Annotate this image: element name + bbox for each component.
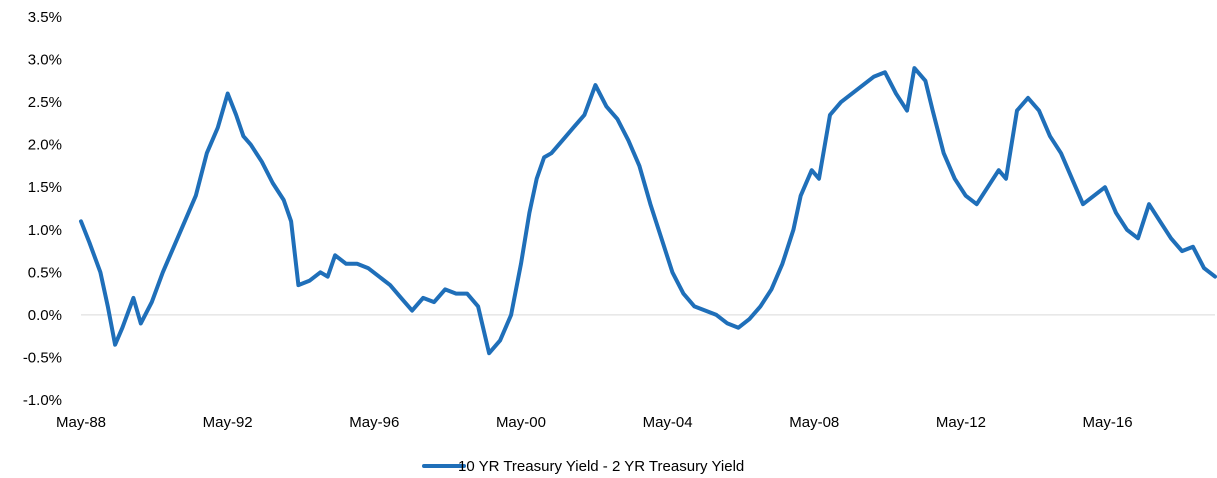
y-tick-label: 0.0% [28,307,62,324]
x-tick-label: May-04 [643,414,693,431]
x-tick-label: May-00 [496,414,546,431]
x-tick-label: May-08 [789,414,839,431]
x-tick-label: May-12 [936,414,986,431]
y-tick-label: -1.0% [23,392,62,409]
legend: 10 YR Treasury Yield - 2 YR Treasury Yie… [422,458,744,475]
x-tick-label: May-92 [203,414,253,431]
y-tick-label: 2.5% [28,94,62,111]
y-tick-label: 3.5% [28,9,62,26]
y-tick-label: -0.5% [23,349,62,366]
x-tick-label: May-88 [56,414,106,431]
y-tick-label: 1.0% [28,222,62,239]
legend-label: 10 YR Treasury Yield - 2 YR Treasury Yie… [458,458,744,475]
x-axis-tick-labels: May-88 May-92 May-96 May-00 May-04 May-08 May-… [56,414,1133,431]
series-line-spread [79,66,1217,356]
y-tick-label: 2.0% [28,137,62,154]
y-tick-label: 1.5% [28,179,62,196]
x-tick-label: May-16 [1083,414,1133,431]
y-tick-label: 3.0% [28,52,62,69]
y-tick-label: 0.5% [28,264,62,281]
x-tick-label: May-96 [349,414,399,431]
y-axis-tick-labels: 3.5% 3.0% 2.5% 2.0% 1.5% 1.0% 0.5% 0.0% -0.5% -1.… [23,9,62,409]
